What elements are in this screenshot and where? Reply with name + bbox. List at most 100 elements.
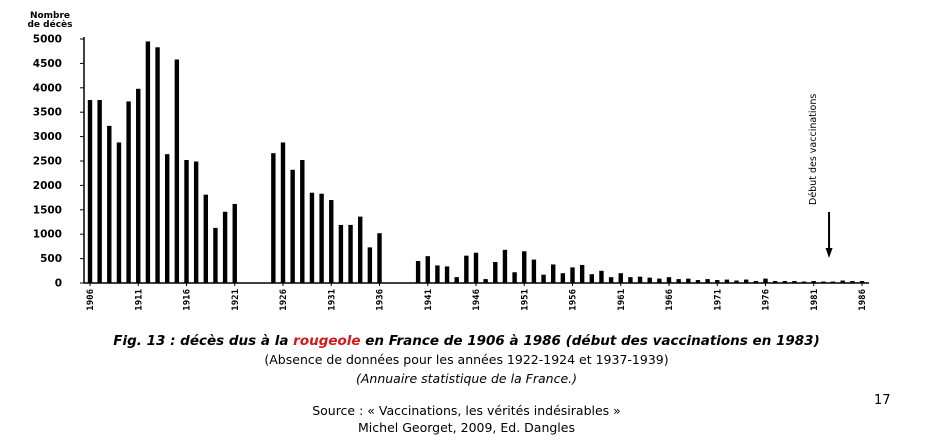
bar-1963 [637, 276, 643, 283]
x-tick-label: 1966 [665, 289, 675, 311]
bar-1926 [280, 142, 286, 283]
bar-1920 [222, 211, 228, 283]
bar-1956 [570, 267, 575, 283]
x-tick-label: 1906 [86, 289, 96, 311]
bar-1918 [203, 194, 208, 283]
bar-1950 [512, 272, 517, 283]
bar-1951 [522, 251, 527, 283]
x-tick-label: 1981 [810, 289, 820, 311]
x-tick-label: 1971 [713, 289, 723, 311]
bar-1916 [184, 160, 189, 283]
bar-1907 [97, 100, 102, 283]
bar-1973 [734, 280, 739, 283]
arrow-head [825, 248, 833, 258]
caption-prefix: Fig. 13 : décès dus à la [113, 333, 294, 349]
bar-1945 [464, 255, 469, 283]
bar-1980 [801, 281, 807, 283]
bar-1984 [840, 280, 845, 283]
bar-1968 [686, 278, 691, 283]
bar-1921 [232, 203, 237, 283]
page-number: 17 [874, 393, 891, 408]
bar-1925 [271, 153, 276, 283]
y-tick-label: 1500 [33, 204, 62, 216]
bar-1940 [415, 261, 421, 283]
bar-1913 [155, 47, 160, 283]
bar-1912 [145, 41, 151, 283]
x-tick-label: 1941 [424, 289, 434, 311]
y-tick-label: 0 [55, 278, 62, 290]
source-line-2: Michel Georget, 2009, Ed. Dangles [358, 420, 575, 435]
x-tick-label: 1961 [617, 289, 627, 311]
y-tick-label: 500 [40, 253, 62, 265]
y-tick-label: 2000 [33, 180, 62, 192]
bar-chart: 0 500 1000 1500 2000 2500 3000 3500 4000 4500 5000… [33, 34, 869, 311]
bar-1943 [444, 266, 450, 283]
caption-suffix: en France de 1906 à 1986 (début des vacc… [360, 333, 820, 349]
bar-1927 [290, 169, 295, 283]
y-tick-label: 3500 [33, 107, 62, 119]
figure-caption: Fig. 13 : décès dus à la rougeole en Fra… [0, 333, 933, 349]
bar-1917 [193, 161, 199, 283]
y-tick-label: 1000 [33, 229, 62, 241]
bar-1949 [502, 249, 508, 283]
x-tick-label: 1976 [762, 289, 772, 311]
bar-1946 [473, 252, 479, 283]
bar-1944 [454, 277, 459, 283]
x-tick-label: 1931 [327, 289, 337, 311]
bar-1931 [329, 200, 334, 283]
y-tick-label: 2500 [33, 156, 62, 168]
x-tick-label: 1916 [183, 289, 193, 311]
y-axis-title-line1: Nombre [29, 11, 71, 21]
source-line-1: Source : « Vaccinations, les vérités ind… [312, 403, 621, 418]
bar-1978 [782, 281, 787, 283]
bar-1979 [792, 281, 797, 283]
bar-1935 [367, 247, 373, 283]
bar-1959 [599, 270, 604, 283]
bar-1964 [647, 277, 652, 283]
bars [87, 41, 865, 284]
x-tick-label: 1926 [279, 289, 289, 311]
bar-1934 [358, 216, 363, 283]
bar-1910 [126, 101, 131, 284]
bar-1976 [763, 278, 768, 283]
caption-origin: (Annuaire statistique de la France.) [355, 371, 577, 386]
bar-1908 [107, 125, 112, 283]
bar-1970 [705, 279, 710, 283]
vaccination-annotation: Début des vaccinations [808, 93, 819, 205]
caption-highlight: rougeole [293, 333, 361, 349]
bar-1948 [493, 262, 498, 283]
bar-1952 [531, 259, 537, 283]
bar-1929 [309, 192, 315, 283]
y-tick-label: 4500 [33, 58, 62, 70]
bar-1915 [174, 59, 180, 283]
x-tick-label: 1986 [858, 289, 868, 311]
bar-1914 [165, 154, 170, 283]
x-tick-label: 1936 [376, 289, 386, 311]
bar-1909 [116, 142, 122, 283]
x-tick-label: 1951 [520, 289, 530, 311]
bar-1983 [830, 281, 836, 283]
bar-1928 [300, 160, 305, 283]
bar-1933 [348, 224, 353, 283]
bar-1965 [657, 278, 662, 283]
bar-1966 [666, 277, 672, 283]
bar-1971 [715, 280, 720, 283]
x-tick-label: 1956 [569, 289, 579, 311]
axes [83, 37, 869, 284]
bar-1974 [744, 279, 749, 283]
bar-1953 [541, 274, 546, 283]
bar-1957 [579, 264, 585, 283]
y-axis-title-line2: de décès [27, 20, 73, 30]
tick-labels: 0 500 1000 1500 2000 2500 3000 3500 4000 4500 5000… [33, 34, 868, 311]
bar-1919 [213, 227, 218, 283]
bar-1936 [377, 233, 382, 283]
bar-1972 [724, 279, 730, 283]
y-tick-label: 4000 [33, 82, 62, 94]
x-tick-label: 1911 [134, 289, 144, 311]
bar-1906 [87, 100, 93, 283]
bar-1967 [676, 279, 681, 283]
bar-1977 [772, 281, 778, 283]
bar-1981 [811, 281, 816, 283]
bar-1975 [753, 281, 759, 283]
bar-1932 [338, 224, 344, 283]
